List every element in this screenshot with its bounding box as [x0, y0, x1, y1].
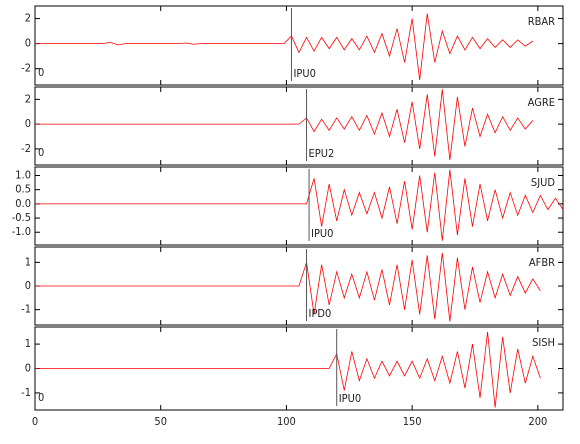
waveform: [35, 169, 564, 241]
panel-frame: [34, 5, 564, 86]
y-tick-label: 0: [25, 37, 31, 50]
waveform: [35, 89, 534, 161]
waveform: [35, 13, 534, 81]
panel-frame: [34, 166, 564, 246]
y-tick-label: -2: [21, 142, 31, 155]
origin-label: 0: [38, 66, 44, 79]
y-tick-label: 0.0: [15, 197, 31, 210]
y-tick-label: 1.0: [15, 169, 31, 182]
y-tick-label: -0.5: [12, 211, 31, 224]
x-tick-label: 50: [154, 415, 167, 428]
station-name: AGRE: [528, 96, 555, 109]
y-tick-label: -2: [21, 62, 31, 75]
y-tick-label: 0: [25, 279, 31, 292]
y-tick-label: 1: [25, 255, 31, 268]
x-tick-label: 150: [403, 415, 422, 428]
pick-label: IPD0: [309, 307, 332, 320]
origin-label: 0: [38, 146, 44, 159]
station-name: RBAR: [528, 15, 555, 28]
pick-label: IPU0: [293, 67, 315, 80]
station-name: AFBR: [529, 256, 555, 269]
waveform: [35, 331, 541, 408]
station-name: SJUD: [531, 176, 555, 189]
pick-label: EPU2: [309, 147, 335, 160]
origin-label: 0: [38, 391, 44, 404]
station-name: SISH: [532, 336, 555, 349]
pick-label: IPU0: [339, 392, 361, 405]
x-tick-label: 200: [528, 415, 547, 428]
panel-frame: [34, 86, 564, 166]
y-tick-label: -1: [21, 303, 31, 316]
y-tick-label: -1.0: [12, 225, 31, 238]
y-tick-label: 2: [25, 92, 31, 105]
y-tick-label: 0: [25, 117, 31, 130]
y-tick-label: 0.5: [15, 183, 31, 196]
x-tick-label: 100: [277, 415, 296, 428]
y-tick-label: 2: [25, 12, 31, 25]
x-tick-label: 0: [32, 415, 38, 428]
waveform: [35, 252, 541, 322]
y-tick-label: -1: [21, 386, 31, 399]
y-tick-label: 0: [25, 362, 31, 375]
y-tick-label: 1: [25, 337, 31, 350]
pick-label: IPU0: [311, 227, 333, 240]
